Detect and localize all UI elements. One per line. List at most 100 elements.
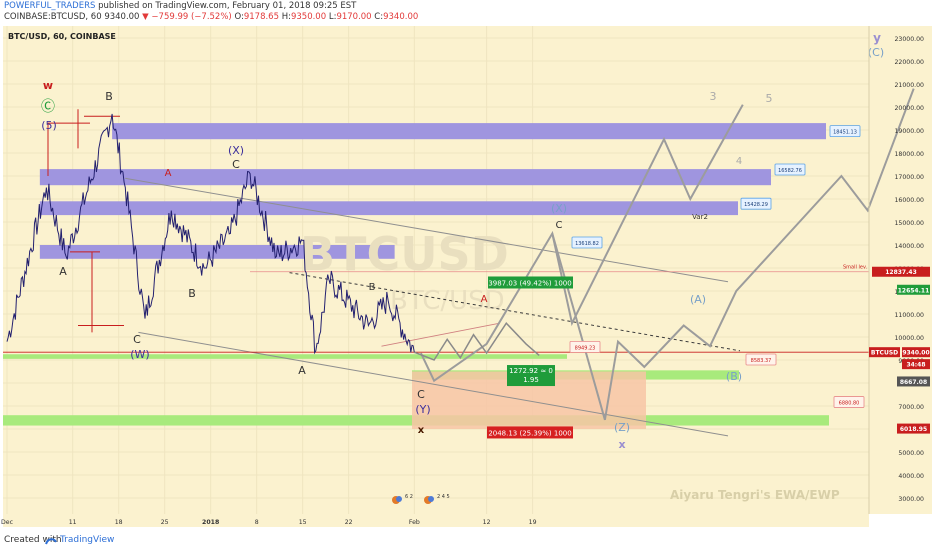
watermark-author: Aiyaru Tengri's EWA/EWP <box>670 488 840 502</box>
measure-labels: 3987.03 (49.42%) 1000 1272.92 ≈ 01.95 2048… <box>487 276 573 439</box>
publish-info: published on TradingView.com, February 0… <box>98 1 357 11</box>
callout-box <box>833 396 865 408</box>
last-price: 9340.00 <box>104 12 140 22</box>
price-tick: 19000.00 <box>894 128 924 135</box>
channel-upper <box>125 177 729 283</box>
wave-label: A <box>298 364 306 377</box>
symbol-line: COINBASE:BTCUSD, 60 <box>4 12 102 22</box>
price-tag-text: 6018.95 <box>900 426 927 433</box>
wave-label: (Z) <box>614 421 630 434</box>
measure-box <box>507 365 555 387</box>
callouts: 18451.13 16582.76 15428.29 13618.82 8949.23 8… <box>569 125 865 408</box>
chart-title: BTC/USD, 60, COINBASE <box>8 32 116 41</box>
callout-box <box>774 163 806 176</box>
price-tag: 6018.95 <box>897 423 930 434</box>
price-tick: 3000.00 <box>898 496 924 503</box>
wave-label: (A) <box>690 293 706 306</box>
price-tick: 20000.00 <box>894 105 924 112</box>
callout-text: 13618.82 <box>575 241 599 247</box>
callout-box <box>569 340 601 353</box>
callout-text: 16582.76 <box>778 168 802 174</box>
measure-box <box>487 426 573 439</box>
callout-box <box>571 236 603 249</box>
price-tag: 8667.08 <box>897 376 930 387</box>
price-callout: 8949.23 <box>569 340 601 353</box>
measure-up: 3987.03 (49.42%) 1000 <box>488 276 573 289</box>
price-callout: 8583.37 <box>745 353 777 366</box>
time-tick: Dec <box>1 519 14 526</box>
price-tag-text: 34:48 <box>906 362 925 369</box>
price-callout: 6880.80 <box>833 396 865 408</box>
high-value: 9350.00 <box>290 12 327 22</box>
event-digits: 2 4 5 <box>437 494 450 500</box>
event-dot <box>428 496 434 502</box>
wave-label: (X) <box>228 144 244 157</box>
near-term-zigzag <box>414 321 540 361</box>
wave-label: (W) <box>130 348 149 361</box>
support-zone <box>3 354 567 359</box>
price-tag: 12654.11 <box>897 284 930 295</box>
price-tag-box <box>897 376 930 387</box>
wave-label: Ⓒ <box>41 99 55 115</box>
tradingview-logo-icon <box>45 538 57 545</box>
wave-label: 4 <box>736 156 742 167</box>
wave-label: A <box>165 168 172 179</box>
price-tag-text: 8667.08 <box>900 379 927 386</box>
price-tag-text: 9340.00 <box>902 350 929 357</box>
publisher-name[interactable]: POWERFUL_TRADERS <box>4 1 96 11</box>
measure-text: 1272.92 ≈ 0 <box>509 367 553 375</box>
price-callout: 16582.76 <box>774 163 806 176</box>
wave-label: C <box>133 333 141 346</box>
price-axis: 23000.00 22000.00 21000.00 20000.00 19000.00… <box>868 26 930 514</box>
price-tag-box <box>869 347 900 358</box>
wave-label: C <box>556 220 563 231</box>
publish-line: POWERFUL_TRADERS published on TradingVie… <box>4 1 356 11</box>
time-tick: 19 <box>529 519 537 526</box>
wave-label: C <box>417 388 425 401</box>
wave-label: (Y) <box>415 403 430 416</box>
close-label: C: <box>374 12 384 22</box>
event-flag-icon: 2 4 5 <box>424 494 450 504</box>
time-tick: 25 <box>161 519 169 526</box>
channel-lower <box>138 331 729 437</box>
price-tag-text: BTCUSD <box>871 350 898 357</box>
price-tick: 4000.00 <box>898 473 924 480</box>
measure-down: 2048.13 (25.39%) 1000 <box>487 426 573 439</box>
wave-label: 3 <box>710 90 717 103</box>
price-change: ▼ −759.99 (−7.52%) <box>142 12 232 22</box>
measure-text: 3987.03 (49.42%) 1000 <box>488 279 571 287</box>
price-tick: 17000.00 <box>894 174 924 181</box>
price-tag-box <box>872 266 930 277</box>
wave-label: C <box>232 158 240 171</box>
price-tag-box <box>897 423 930 434</box>
level-text: Small lev. <box>843 265 868 271</box>
wave-labels: wⒸ(5)BAC(W)(X)CABABAC(Y)x(X)CVar2345(A)(… <box>41 31 884 451</box>
event-flag-icon: 6 2 <box>392 494 413 504</box>
zones <box>3 123 829 429</box>
dashed-trendline <box>289 272 741 352</box>
wave-label: Var2 <box>692 213 708 221</box>
time-axis-background <box>3 514 869 527</box>
footer: Created with TradingView <box>0 531 932 550</box>
time-tick: 18 <box>115 519 123 526</box>
callout-box <box>740 197 772 210</box>
close-value: 9340.00 <box>383 12 419 22</box>
event-digits: 6 2 <box>405 494 413 500</box>
trendlines: Small lev. <box>3 109 869 437</box>
wave-label: B <box>105 90 113 103</box>
price-series <box>6 113 415 355</box>
time-tick: 8 <box>255 519 259 526</box>
wave-label: A <box>59 265 67 278</box>
low-label: L: <box>328 12 337 22</box>
chart-canvas[interactable]: BTCUSD BTC/USD Aiyaru Tengri's EWA/EWP S… <box>0 22 932 532</box>
ohlc-line: COINBASE:BTCUSD, 60 9340.00 ▼ −759.99 (−… <box>4 12 418 22</box>
resistance-zone <box>39 169 772 186</box>
event-dot <box>396 496 402 502</box>
price-tick: 16000.00 <box>894 197 924 204</box>
callout-box <box>829 125 861 137</box>
wave-label: (C) <box>868 46 884 59</box>
wave-label: (X) <box>551 202 567 215</box>
btc-price-line <box>6 113 415 355</box>
tradingview-link[interactable]: TradingView <box>60 535 115 545</box>
wave-label: B <box>188 287 196 300</box>
